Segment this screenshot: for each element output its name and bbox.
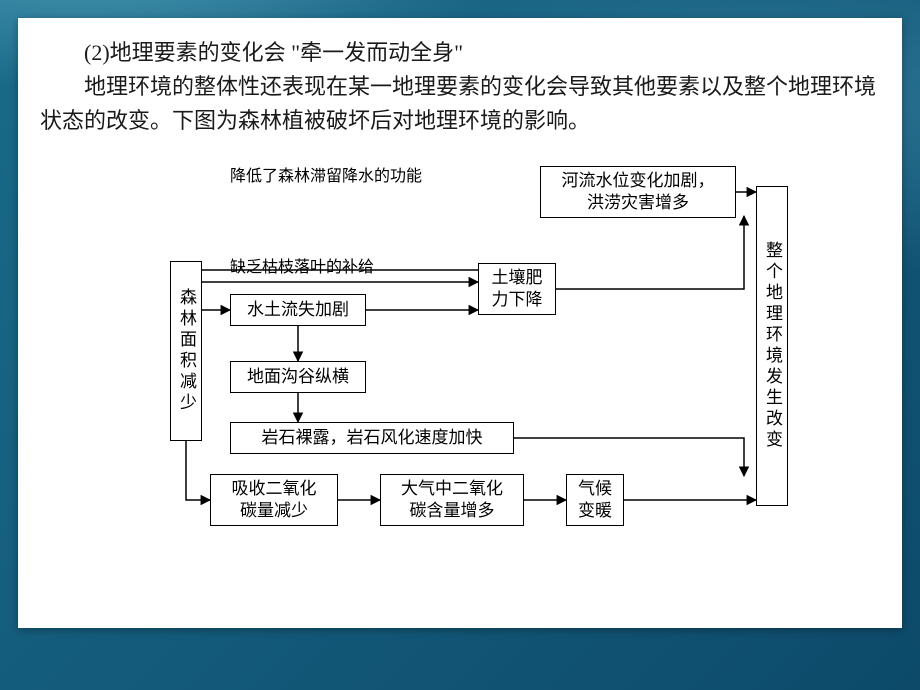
node-river: 河流水位变化加剧，洪涝灾害增多 bbox=[540, 166, 736, 218]
node-absorb: 吸收二氧化碳量减少 bbox=[210, 474, 338, 526]
edge-label-1: 缺乏枯枝落叶的补给 bbox=[230, 253, 374, 277]
edge-soil-result bbox=[556, 216, 744, 289]
node-soil: 土壤肥力下降 bbox=[478, 263, 556, 315]
edge-rock-result bbox=[514, 438, 744, 476]
node-rock: 岩石裸露，岩石风化速度加快 bbox=[230, 422, 514, 454]
body-paragraph: 地理环境的整体性还表现在某一地理要素的变化会导致其他要素以及整个地理环境状态的改… bbox=[40, 70, 880, 138]
heading-line: (2)地理要素的变化会 "牵一发而动全身" bbox=[40, 36, 880, 70]
edge-label-0: 降低了森林滞留降水的功能 bbox=[230, 162, 422, 186]
node-result: 整个地理环境发生改变 bbox=[756, 186, 788, 506]
content-page: (2)地理要素的变化会 "牵一发而动全身" 地理环境的整体性还表现在某一地理要素… bbox=[18, 18, 902, 628]
edge-source-absorb bbox=[186, 441, 210, 500]
node-warm: 气候变暖 bbox=[566, 474, 624, 526]
node-co2: 大气中二氧化碳含量增多 bbox=[380, 474, 524, 526]
node-erosion: 水土流失加剧 bbox=[230, 294, 366, 326]
node-source: 森林面积减少 bbox=[170, 261, 202, 441]
node-gully: 地面沟谷纵横 bbox=[230, 361, 366, 393]
flow-diagram: 森林面积减少 河流水位变化加剧，洪涝灾害增多土壤肥力下降水土流失加剧地面沟谷纵横岩… bbox=[110, 156, 810, 536]
